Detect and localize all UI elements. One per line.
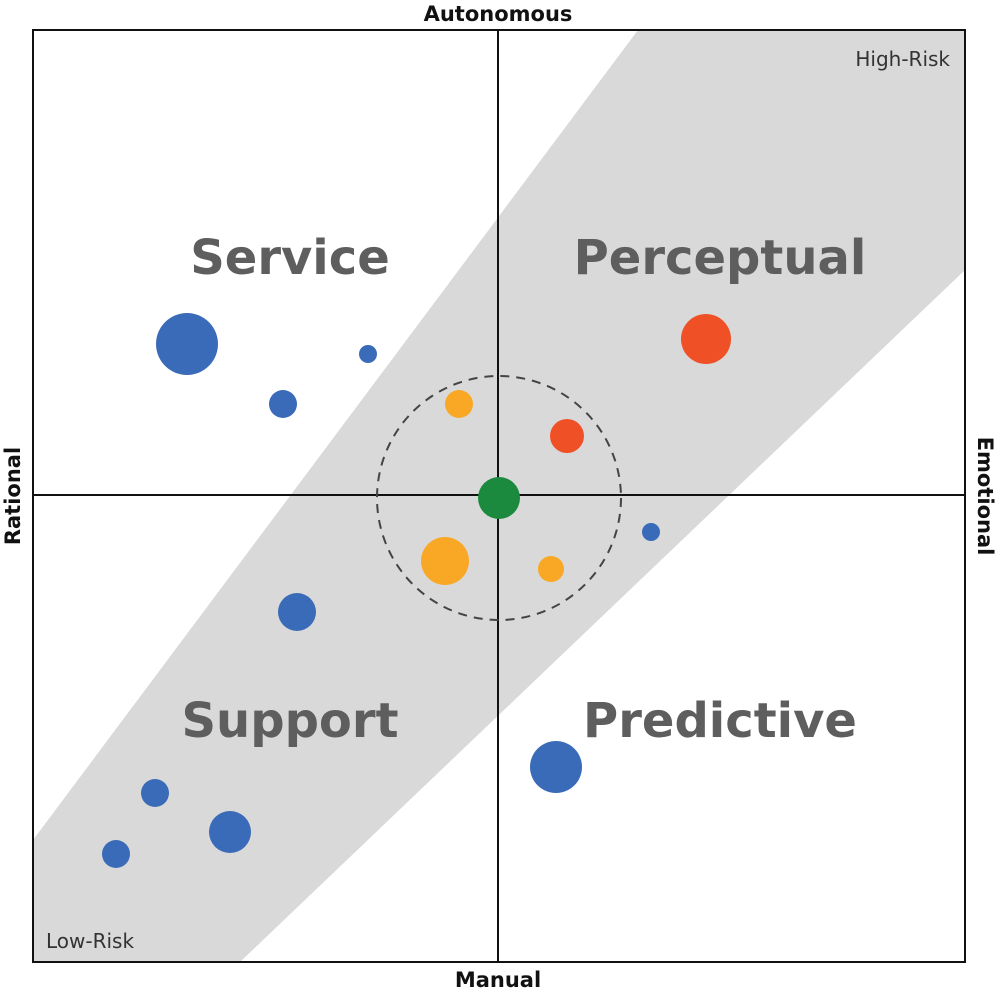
bubble [538, 556, 564, 582]
bubble [530, 741, 582, 793]
quadrant-label: Support [181, 693, 398, 749]
bubble [478, 477, 520, 519]
focus-circle [376, 375, 622, 621]
quadrant-label: Service [190, 230, 390, 286]
quadrant-label: Perceptual [574, 230, 867, 286]
bubble [681, 314, 731, 364]
corner-label: Low-Risk [46, 929, 134, 953]
axis-label-top: Autonomous [424, 2, 573, 26]
bubbles [102, 313, 731, 868]
axis-label-bottom: Manual [455, 968, 541, 992]
axis-label-right: Emotional [973, 437, 997, 556]
bubble [445, 390, 473, 418]
bubble [642, 523, 660, 541]
bubble [102, 840, 130, 868]
bubble [278, 593, 316, 631]
bubble [421, 537, 469, 585]
quadrant-label: Predictive [583, 693, 857, 749]
bubble [141, 779, 169, 807]
bubble [156, 313, 218, 375]
bubble [359, 345, 377, 363]
bubble [209, 811, 251, 853]
bubble [269, 390, 297, 418]
corner-label: High-Risk [855, 47, 950, 71]
bubble [550, 419, 584, 453]
axis-label-left: Rational [1, 447, 25, 545]
